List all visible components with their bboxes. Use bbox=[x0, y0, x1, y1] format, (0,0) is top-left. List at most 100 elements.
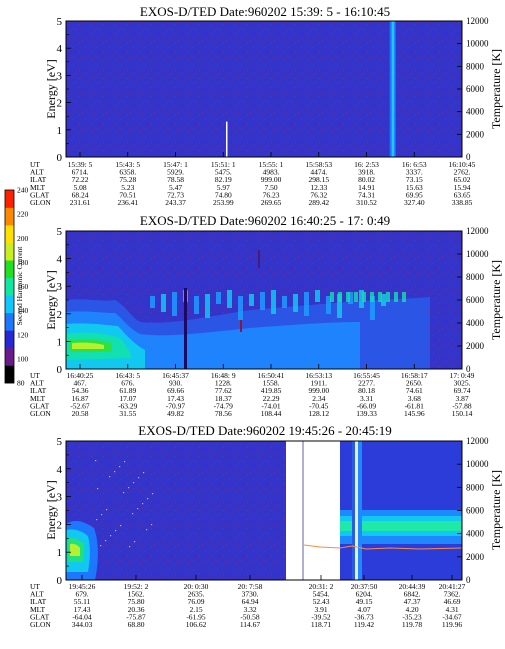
ephemeris-value: 467. bbox=[73, 379, 86, 388]
ephemeris-value: 76.09 bbox=[188, 597, 205, 606]
panel-1-ylabel: Energy [eV] bbox=[44, 59, 58, 118]
panel-1-ytick2-label: 8000 bbox=[466, 61, 485, 71]
ephemeris-value: 15:43: 5 bbox=[115, 160, 140, 169]
ephemeris-value: 17.43 bbox=[74, 605, 91, 614]
spectral-streak bbox=[315, 290, 320, 302]
ephemeris-value: 2762. bbox=[454, 168, 471, 177]
ephemeris-value: -63.29 bbox=[118, 401, 138, 410]
ephemeris-value: 3918. bbox=[358, 168, 375, 177]
ephemeris-value: 19:52: 2 bbox=[124, 582, 149, 591]
spectral-streak bbox=[348, 292, 353, 304]
ephemeris-row-label: ALT bbox=[30, 379, 44, 388]
ephemeris-value: 16:45:37 bbox=[162, 371, 189, 380]
ephemeris-row-label: GLAT bbox=[30, 612, 50, 621]
panel-2-ytick-label: 2 bbox=[57, 309, 63, 321]
ephemeris-value: -64.04 bbox=[72, 612, 92, 621]
colorbar-tick-label: 100 bbox=[17, 354, 29, 363]
scatter-dot bbox=[114, 471, 116, 473]
ephemeris-row-label: ALT bbox=[30, 168, 44, 177]
spectral-streak bbox=[271, 290, 276, 314]
ephemeris-value: 20: 7:58 bbox=[238, 582, 263, 591]
ephemeris-value: 63.65 bbox=[454, 190, 471, 199]
panel-1-ytick-label: 5 bbox=[57, 16, 63, 28]
ephemeris-value: 15:55: 1 bbox=[259, 160, 284, 169]
spectral-streak bbox=[227, 290, 232, 308]
colorbar: 80 100 120 140 160 180 200 220 240 Second Harmon… bbox=[4, 186, 29, 388]
ephemeris-value: 69.74 bbox=[454, 386, 471, 395]
panel-2-features bbox=[66, 250, 430, 369]
ephemeris-value: 679. bbox=[75, 590, 88, 599]
spectral-streak bbox=[326, 296, 331, 314]
ephemeris-value: 16:43: 5 bbox=[115, 371, 140, 380]
colorbar-cell bbox=[5, 260, 14, 279]
colorbar-tick-label: 120 bbox=[17, 330, 29, 339]
ephemeris-value: 2650. bbox=[406, 379, 423, 388]
scatter-dot bbox=[124, 461, 126, 463]
panel-2-ytick-label: 1 bbox=[57, 336, 63, 348]
ephemeris-value: 5.97 bbox=[217, 183, 230, 192]
scatter-dot bbox=[109, 476, 111, 478]
scatter-dot bbox=[147, 498, 149, 500]
ephemeris-value: 54.36 bbox=[72, 386, 89, 395]
ephemeris-value: 4.20 bbox=[405, 605, 418, 614]
panel-2-ylabel: Energy [eV] bbox=[44, 270, 58, 329]
ephemeris-value: 676. bbox=[121, 379, 134, 388]
ephemeris-value: 6714. bbox=[72, 168, 89, 177]
ephemeris-value: -75.87 bbox=[126, 612, 146, 621]
ephemeris-value: 3.68 bbox=[408, 394, 421, 403]
ephemeris-value: 15.63 bbox=[406, 183, 423, 192]
ephemeris-value: 139.33 bbox=[356, 409, 377, 418]
scatter-dot bbox=[142, 503, 144, 505]
ephemeris-value: -36.73 bbox=[354, 612, 374, 621]
scatter-dot bbox=[97, 488, 99, 490]
ephemeris-value: 3337. bbox=[406, 168, 423, 177]
ephemeris-value: 69.66 bbox=[167, 386, 184, 395]
ephemeris-row-label: ILAT bbox=[30, 175, 47, 184]
ephemeris-value: 69.95 bbox=[406, 190, 423, 199]
ephemeris-value: -74.01 bbox=[261, 401, 281, 410]
ephemeris-value: 16:58:17 bbox=[401, 371, 428, 380]
ephemeris-value: 75.80 bbox=[128, 597, 145, 606]
ephemeris-value: 68.80 bbox=[128, 620, 145, 629]
ephemeris-row-label: GLAT bbox=[30, 401, 50, 410]
panel-2-ylabel-right: Temperature [K] bbox=[489, 260, 503, 340]
ephemeris-value: 76.23 bbox=[263, 190, 280, 199]
panel-1: EXOS-D/TED Date:960202 15:39: 5 - 16:10:… bbox=[30, 4, 503, 207]
scatter-dot bbox=[95, 460, 97, 462]
ephemeris-value: 19:45:26 bbox=[69, 582, 96, 591]
ephemeris-row-label: GLAT bbox=[30, 190, 50, 199]
spectral-streak bbox=[194, 296, 199, 314]
ephemeris-value: 4.31 bbox=[445, 605, 458, 614]
colorbar-cell bbox=[5, 330, 14, 349]
ephemeris-value: 46.69 bbox=[444, 597, 461, 606]
ephemeris-value: 74.61 bbox=[406, 386, 423, 395]
panel-2-ytick2-label: 0 bbox=[466, 364, 471, 374]
panel-2-ytick2-label: 4000 bbox=[466, 318, 485, 328]
scatter-dot bbox=[110, 535, 112, 537]
spike bbox=[225, 121, 228, 157]
ephemeris-value: 108.44 bbox=[261, 409, 282, 418]
spectral-streak bbox=[216, 292, 221, 304]
ephemeris-value: 119.42 bbox=[354, 620, 375, 629]
ephemeris-value: 3.31 bbox=[360, 394, 373, 403]
ephemeris-value: 236.41 bbox=[117, 198, 138, 207]
scatter-dot bbox=[129, 546, 131, 548]
ephemeris-value: -61.95 bbox=[186, 612, 206, 621]
panel-3-ytick2-label: 2000 bbox=[466, 552, 485, 562]
ephemeris-value: -34.67 bbox=[442, 612, 462, 621]
panel-1-features bbox=[225, 21, 396, 157]
scatter-dot bbox=[128, 487, 130, 489]
ephemeris-value: -57.88 bbox=[452, 401, 472, 410]
ephemeris-value: 2277. bbox=[358, 379, 375, 388]
colorbar-tick-label: 80 bbox=[17, 379, 25, 388]
ephemeris-value: 16:40:25 bbox=[67, 371, 94, 380]
panel-3-ytick2-label: 6000 bbox=[466, 506, 485, 516]
panel-1-ytick-label: 0 bbox=[57, 152, 63, 164]
ephemeris-value: 3.91 bbox=[314, 605, 327, 614]
spectral-streak bbox=[346, 292, 350, 302]
panel-1-ytick2-label: 4000 bbox=[466, 107, 485, 117]
ephemeris-value: -35.23 bbox=[402, 612, 422, 621]
ephemeris-value: 344.03 bbox=[72, 620, 93, 629]
ephemeris-value: 22.29 bbox=[263, 394, 280, 403]
